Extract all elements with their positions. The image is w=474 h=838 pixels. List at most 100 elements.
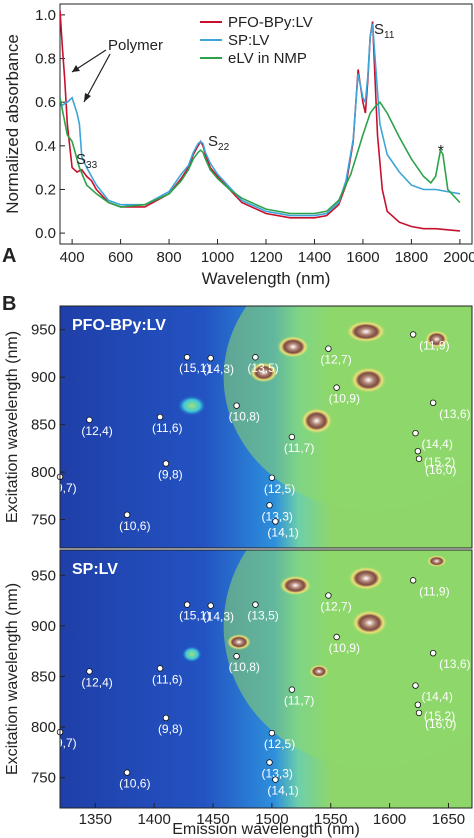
chirality-point <box>415 455 423 462</box>
chirality-point <box>325 592 332 599</box>
heatmap-spot <box>226 634 251 651</box>
legend-entry: SP:LV <box>228 32 269 49</box>
heatmap-spot <box>277 335 310 358</box>
heatmap-spot <box>351 609 388 636</box>
x-tick-label: 1200 <box>249 249 282 266</box>
chirality-label: (9,8) <box>158 468 183 482</box>
chirality-label: (14,3) <box>203 610 234 624</box>
chirality-point <box>123 769 131 776</box>
annotation-polymer: Polymer <box>108 37 163 54</box>
chirality-label: (11,7) <box>284 441 314 455</box>
heatmap-spot <box>279 575 312 596</box>
heatmap-spot <box>348 566 385 591</box>
chirality-label: (12,7) <box>320 600 351 614</box>
chirality-label: (12,5) <box>264 737 295 751</box>
y-tick-label: 800 <box>31 464 56 481</box>
chirality-label: (16,0) <box>425 717 456 731</box>
chirality-label: (10,9) <box>329 392 360 406</box>
chirality-label: (9,8) <box>158 722 183 736</box>
chirality-point <box>333 384 340 391</box>
chirality-point <box>252 354 259 361</box>
x-tick-label: 1450 <box>196 811 229 828</box>
chirality-label: (14,1) <box>267 784 298 798</box>
chirality-label: (14,4) <box>421 690 452 704</box>
chirality-point <box>86 668 93 675</box>
x-axis-label: Emission wavelength (nm) <box>172 821 360 838</box>
chirality-point <box>183 354 191 361</box>
panel-a-absorbance-chart: 400 600 800 1000 1200 1400 1600 1800 2000 0.0 0.2 0… <box>2 3 474 288</box>
y-tick-label: 850 <box>31 668 56 685</box>
chirality-point <box>156 413 164 421</box>
chirality-point <box>233 402 240 409</box>
chirality-point <box>415 709 423 717</box>
chirality-point <box>414 448 422 455</box>
chirality-point <box>123 511 131 518</box>
chirality-point <box>162 714 170 722</box>
ple-map-pfo-bpy-lv: (15,1)(14,3) (13,5) (12,7) (11,9) (10,9) (10,… <box>4 305 473 549</box>
chirality-point <box>162 460 170 467</box>
annotation-s11: S11 <box>374 21 395 41</box>
y-tick-label: 1.0 <box>35 7 56 24</box>
chirality-label: (10,8) <box>229 410 260 424</box>
chirality-label: (11,9) <box>419 584 449 598</box>
chirality-point <box>86 416 93 424</box>
y-tick-label: 900 <box>31 618 56 635</box>
chirality-label: (9,7) <box>52 481 77 495</box>
chirality-point <box>207 354 214 362</box>
heatmap-green-region <box>223 306 472 511</box>
chirality-point <box>268 474 276 481</box>
chirality-label: (14,1) <box>267 525 298 539</box>
chirality-point <box>266 759 273 766</box>
chirality-point <box>333 633 340 641</box>
heatmap-layer <box>60 306 472 548</box>
chirality-point <box>268 729 276 737</box>
x-tick-label: 1000 <box>201 249 234 266</box>
heatmap-spot <box>249 362 278 383</box>
x-tick-label: 800 <box>157 249 182 266</box>
y-tick-label: 750 <box>31 770 56 787</box>
y-tick-label: 0.6 <box>35 94 56 111</box>
chirality-label: (14,4) <box>421 437 452 451</box>
chirality-label: (11,9) <box>419 338 449 352</box>
y-tick-label: 950 <box>31 567 56 584</box>
heatmap-spot <box>350 367 387 394</box>
chirality-point <box>272 776 279 783</box>
x-tick-label: 400 <box>60 249 85 266</box>
heatmap-spot <box>426 555 447 568</box>
chirality-label: (15,1) <box>179 609 210 623</box>
x-tick-label: 1600 <box>373 811 406 828</box>
chirality-label: (9,7) <box>52 736 77 750</box>
chirality-label: (13,3) <box>262 509 293 523</box>
heatmap-spot <box>346 320 387 343</box>
chirality-label: (15,2) <box>424 455 455 469</box>
x-tick-label: 1650 <box>432 811 465 828</box>
ple-map-sp-lv: (15,1)(14,3) (13,5) (12,7) (11,9) (10,9) (10,… <box>4 549 473 838</box>
heatmap-layer <box>60 550 472 808</box>
chirality-label: (12,4) <box>81 675 112 689</box>
chirality-point <box>233 653 240 660</box>
chirality-point <box>409 577 417 584</box>
series-line-elv-in-nmp <box>60 97 461 215</box>
annotation-star: * <box>438 143 444 160</box>
subpanel-label: PFO-BPy:LV <box>72 317 166 334</box>
chirality-point <box>252 601 259 608</box>
x-tick-label: 1800 <box>395 249 428 266</box>
panel-b-ple-maps: (15,1)(14,3) (13,5) (12,7) (11,9) (10,9) (10,… <box>2 293 473 838</box>
y-tick-label: 0.2 <box>35 181 56 198</box>
x-tick-label: 1400 <box>137 811 170 828</box>
chirality-point <box>183 601 191 608</box>
chirality-point <box>207 602 214 609</box>
x-tick-label: 1500 <box>255 811 288 828</box>
chirality-label: (13,6) <box>439 657 470 671</box>
x-axis-label: Wavelength (nm) <box>202 269 331 288</box>
chirality-label: (13,5) <box>247 361 278 375</box>
chirality-point <box>288 686 296 693</box>
chirality-point <box>414 701 422 708</box>
chirality-label: (13,5) <box>247 609 278 623</box>
chirality-label: (13,3) <box>262 766 293 780</box>
x-tick-label: 1350 <box>79 811 112 828</box>
chirality-point <box>409 331 417 338</box>
chirality-label: (10,9) <box>329 641 360 655</box>
chirality-point <box>325 345 332 352</box>
x-tick-label: 600 <box>108 249 133 266</box>
